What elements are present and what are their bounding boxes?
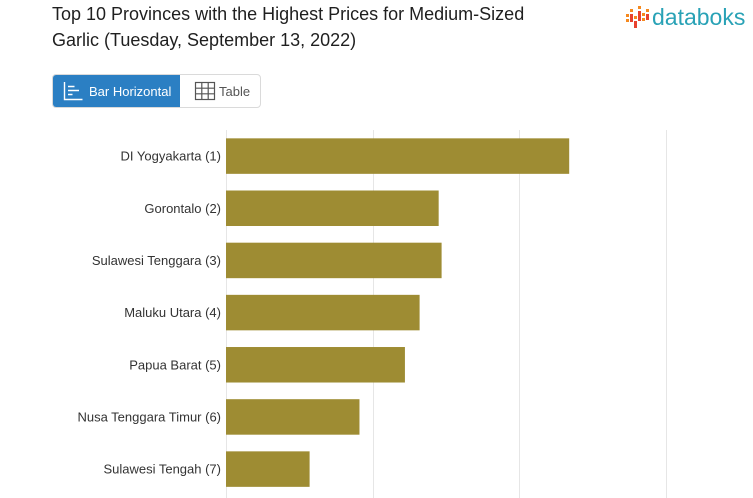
bar-sulawesi-tenggara-3[interactable]: [226, 242, 442, 279]
category-label-nusa-tenggara-timur-6: Nusa Tenggara Timur (6): [77, 409, 221, 424]
table-button[interactable]: Table: [180, 75, 260, 107]
category-label-maluku-utara-4: Maluku Utara (4): [124, 305, 221, 320]
bar-sulawesi-tengah-7[interactable]: [226, 451, 310, 487]
databoks-logo-icon: [626, 6, 649, 28]
category-label-di-yogyakarta-1: DI Yogyakarta (1): [121, 149, 221, 164]
category-label-sulawesi-tengah-7: Sulawesi Tengah (7): [103, 462, 221, 477]
chart-view-toggle: Bar Horizontal Table: [52, 74, 261, 108]
table-label: Table: [219, 83, 251, 99]
bar-gorontalo-2[interactable]: [226, 190, 439, 227]
bar-maluku-utara-4[interactable]: [226, 294, 420, 331]
databoks-logo-text: databoks: [652, 4, 746, 30]
category-label-gorontalo-2: Gorontalo (2): [144, 201, 221, 216]
bar-horizontal-button[interactable]: Bar Horizontal: [53, 75, 180, 107]
bar-nusa-tenggara-timur-6[interactable]: [226, 399, 360, 435]
table-grid-icon: [194, 81, 216, 101]
databoks-logo[interactable]: databoks: [625, 3, 745, 31]
bar-horizontal-icon: [63, 82, 83, 101]
category-label-sulawesi-tenggara-3: Sulawesi Tenggara (3): [92, 253, 221, 268]
chart-title: Top 10 Provinces with the Highest Prices…: [52, 4, 525, 50]
category-label-papua-barat-5: Papua Barat (5): [129, 357, 221, 372]
bar-chart: DI Yogyakarta (1) Gorontalo (2) Sulawesi T…: [77, 130, 667, 498]
bar-di-yogyakarta-1[interactable]: [226, 138, 570, 174]
bar-horizontal-label: Bar Horizontal: [89, 83, 172, 99]
bar-papua-barat-5[interactable]: [226, 347, 405, 383]
